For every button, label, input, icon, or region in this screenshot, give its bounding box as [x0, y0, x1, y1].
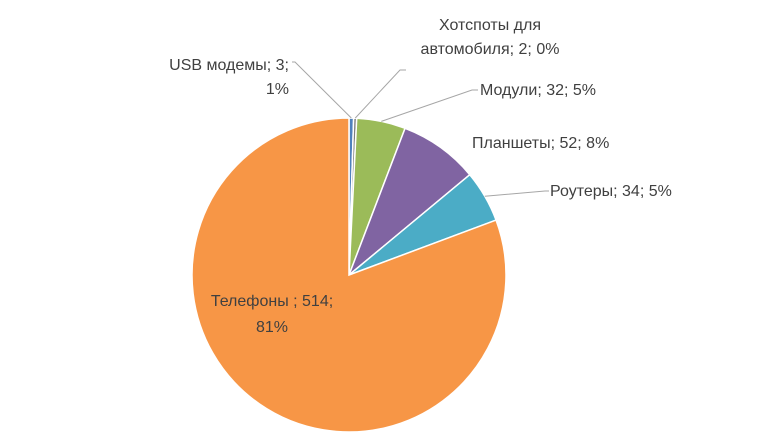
labels-layer: USB модемы; 3; 1% Хотспоты для автомобиля; …: [169, 17, 672, 336]
data-label-4: Планшеты; 52; 8%: [472, 135, 609, 152]
pie-slice-6: [191, 117, 507, 433]
data-label-2-line-2: автомобиля; 2; 0%: [421, 41, 560, 58]
data-label-4-line-1: Планшеты; 52; 8%: [472, 135, 609, 152]
data-label-6-line-1: Телефоны ; 514;: [211, 293, 333, 310]
data-label-6-line-2: 81%: [256, 319, 288, 336]
data-label-2: Хотспоты для автомобиля; 2; 0%: [421, 17, 560, 58]
leader-lines-layer: [292, 61, 549, 197]
leader-line-5: [484, 190, 549, 197]
data-label-5: Роутеры; 34; 5%: [550, 183, 672, 200]
leader-line-3: [381, 89, 478, 122]
data-label-6: Телефоны ; 514; 81%: [211, 293, 333, 336]
data-label-3: Модули; 32; 5%: [480, 82, 596, 99]
data-label-2-line-1: Хотспоты для: [439, 17, 541, 34]
data-label-1: USB модемы; 3; 1%: [169, 57, 289, 98]
slices-layer: [191, 117, 507, 433]
data-label-1-line-1: USB модемы; 3;: [169, 57, 289, 74]
leader-line-1: [292, 61, 352, 119]
data-label-5-line-1: Роутеры; 34; 5%: [550, 183, 672, 200]
leader-line-2: [354, 69, 406, 119]
data-label-1-line-2: 1%: [266, 81, 289, 98]
data-label-3-line-1: Модули; 32; 5%: [480, 82, 596, 99]
